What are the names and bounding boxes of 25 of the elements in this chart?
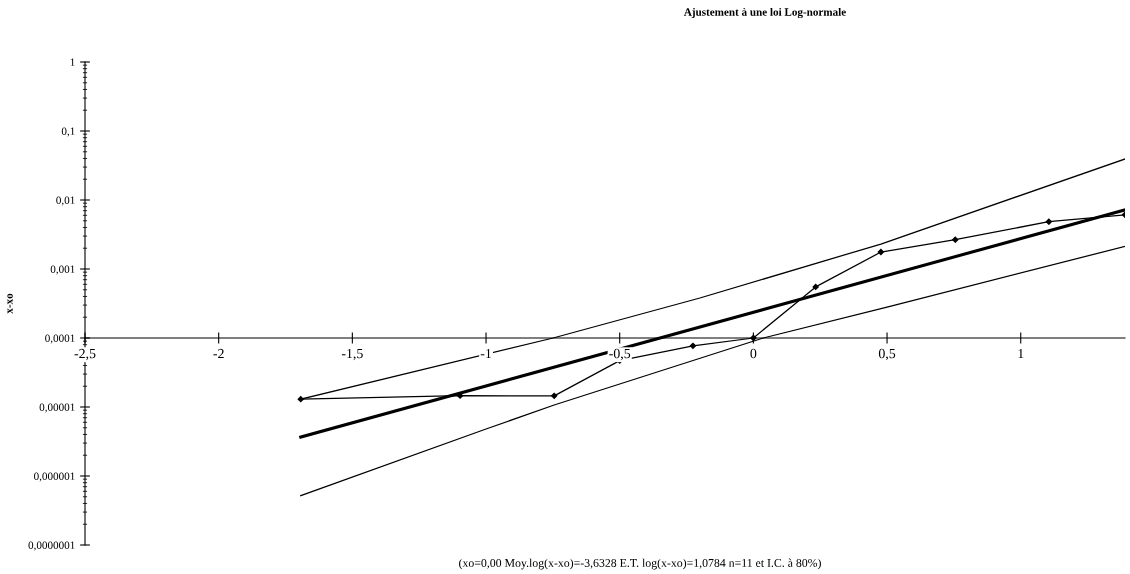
text: (xo=0,00 Moy.log(x-xo)=-3,6328 E.T. log(x-xo)=1,0784 n=11 et I.C. à 80%)	[459, 558, 821, 570]
y-axis-title: x-xo	[7, 293, 13, 314]
y-tick-label: 1	[70, 58, 75, 66]
point	[877, 248, 885, 256]
point	[1045, 218, 1052, 225]
point	[689, 342, 697, 349]
x-tick-label: -2	[213, 348, 224, 359]
x-tick-label: -0,5	[609, 348, 631, 361]
y-tick-label: 0,0000001	[28, 541, 75, 551]
chart-title: Ajustement à une loi Log-normale	[683, 7, 846, 19]
point	[952, 236, 959, 243]
x-tick-label: 1	[1018, 348, 1024, 359]
point	[812, 283, 819, 291]
y-tick-label: 0,000001	[34, 472, 75, 482]
x-tick-label: -1,5	[341, 348, 363, 361]
y-tick-label: 0,00001	[39, 403, 75, 413]
x-tick-label: -1	[480, 348, 491, 359]
point	[551, 392, 558, 400]
y-tick-label: 0,0001	[45, 334, 75, 344]
y-tick-label: 0,1	[61, 127, 75, 137]
x-tick-label: 0,5	[878, 348, 896, 361]
x-tick-label: -2,5	[74, 348, 96, 361]
y-tick-label: 0,01	[56, 196, 75, 206]
y-tick-label: 0,001	[50, 265, 75, 275]
x-tick-label: 0	[750, 348, 757, 359]
